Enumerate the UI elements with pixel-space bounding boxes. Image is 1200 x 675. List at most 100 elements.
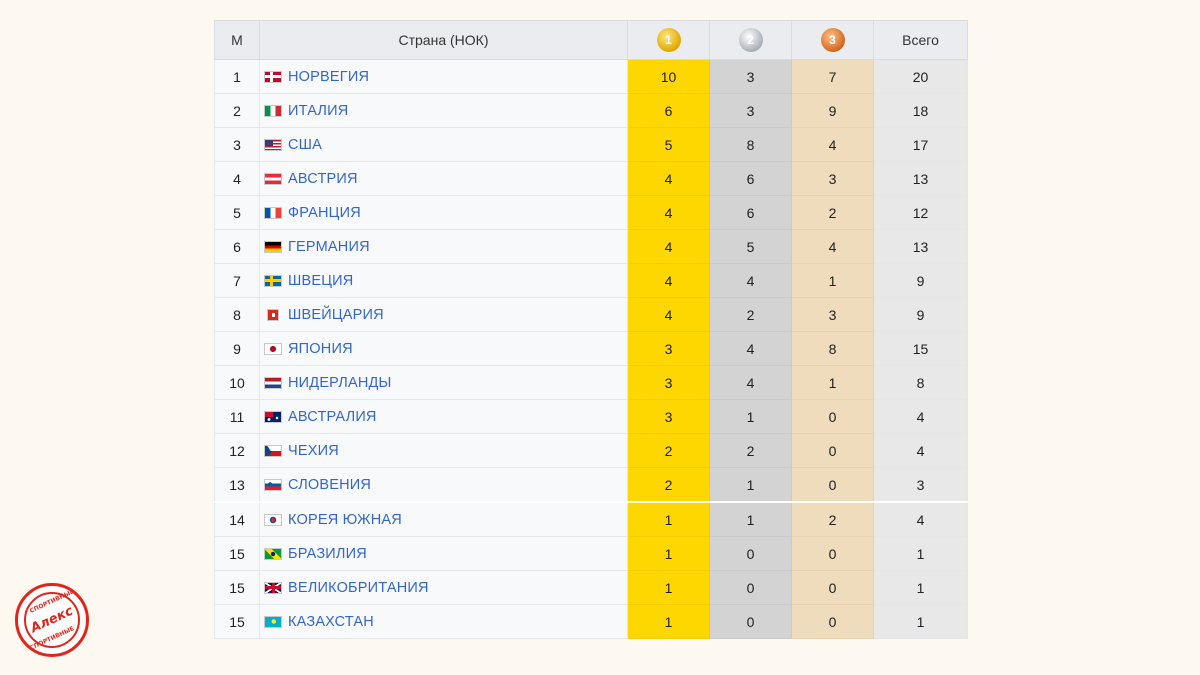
- bronze-cell: 7: [791, 59, 874, 94]
- bronze-cell: 0: [791, 570, 874, 605]
- country-link[interactable]: США: [288, 137, 323, 153]
- medal-table: М Страна (НОК) 1 2 3 Всего 1 НОРВЕГИЯ 10 3 7…: [214, 20, 968, 639]
- gold-cell: 1: [627, 536, 710, 571]
- country-link[interactable]: ГЕРМАНИЯ: [288, 239, 370, 255]
- table-row: 14 КОРЕЯ ЮЖНАЯ 1 1 2 4: [214, 501, 968, 537]
- bronze-cell: 3: [791, 161, 874, 196]
- table-row: 8 ШВЕЙЦАРИЯ 4 2 3 9: [214, 297, 968, 332]
- gold-cell: 10: [627, 59, 710, 94]
- bronze-cell: 1: [791, 365, 874, 400]
- netherlands-flag-icon: [264, 377, 282, 389]
- gold-cell: 4: [627, 195, 710, 230]
- norway-flag-icon: [264, 71, 282, 83]
- country-link[interactable]: ЯПОНИЯ: [288, 341, 353, 357]
- silver-cell: 6: [709, 195, 792, 230]
- total-cell: 3: [873, 467, 968, 503]
- country-link[interactable]: БРАЗИЛИЯ: [288, 546, 367, 562]
- country-link[interactable]: ИТАЛИЯ: [288, 103, 349, 119]
- country-link[interactable]: НИДЕРЛАНДЫ: [288, 375, 392, 391]
- total-cell: 17: [873, 127, 968, 162]
- country-cell: США: [259, 127, 628, 162]
- table-row: 5 ФРАНЦИЯ 4 6 2 12: [214, 195, 968, 230]
- header-bronze[interactable]: 3: [791, 20, 874, 60]
- total-cell: 13: [873, 161, 968, 196]
- stamp-ring: [24, 592, 80, 648]
- italy-flag-icon: [264, 105, 282, 117]
- total-cell: 1: [873, 604, 968, 639]
- header-silver[interactable]: 2: [709, 20, 792, 60]
- bronze-cell: 8: [791, 331, 874, 366]
- gold-cell: 4: [627, 161, 710, 196]
- table-row: 15 ВЕЛИКОБРИТАНИЯ 1 0 0 1: [214, 570, 968, 605]
- total-cell: 9: [873, 297, 968, 332]
- total-cell: 15: [873, 331, 968, 366]
- gold-cell: 3: [627, 331, 710, 366]
- total-cell: 1: [873, 570, 968, 605]
- rank-cell: 5: [214, 195, 260, 230]
- header-gold[interactable]: 1: [627, 20, 710, 60]
- rank-cell: 15: [214, 604, 260, 639]
- gold-cell: 4: [627, 263, 710, 298]
- rank-cell: 6: [214, 229, 260, 264]
- table-row: 13 СЛОВЕНИЯ 2 1 0 3: [214, 467, 968, 503]
- silver-cell: 4: [709, 331, 792, 366]
- header-rank[interactable]: М: [214, 20, 260, 60]
- gold-cell: 3: [627, 399, 710, 434]
- header-country[interactable]: Страна (НОК): [259, 20, 628, 60]
- silver-cell: 4: [709, 263, 792, 298]
- rank-cell: 14: [214, 501, 260, 537]
- gold-cell: 3: [627, 365, 710, 400]
- country-link[interactable]: НОРВЕГИЯ: [288, 69, 370, 85]
- austria-flag-icon: [264, 173, 282, 185]
- silver-cell: 0: [709, 570, 792, 605]
- bronze-cell: 0: [791, 536, 874, 571]
- country-link[interactable]: АВСТРИЯ: [288, 171, 358, 187]
- table-row: 15 КАЗАХСТАН 1 0 0 1: [214, 604, 968, 639]
- slovenia-flag-icon: [264, 479, 282, 491]
- silver-cell: 5: [709, 229, 792, 264]
- table-row: 3 США 5 8 4 17: [214, 127, 968, 162]
- country-cell: ИТАЛИЯ: [259, 93, 628, 128]
- bronze-cell: 2: [791, 501, 874, 537]
- france-flag-icon: [264, 207, 282, 219]
- table-row: 11 АВСТРАЛИЯ 3 1 0 4: [214, 399, 968, 434]
- gold-cell: 4: [627, 229, 710, 264]
- table-row: 10 НИДЕРЛАНДЫ 3 4 1 8: [214, 365, 968, 400]
- gold-cell: 1: [627, 501, 710, 537]
- country-link[interactable]: КАЗАХСТАН: [288, 614, 374, 630]
- rank-cell: 8: [214, 297, 260, 332]
- south-korea-flag-icon: [264, 514, 282, 526]
- header-total[interactable]: Всего: [873, 20, 968, 60]
- table-row: 1 НОРВЕГИЯ 10 3 7 20: [214, 59, 968, 94]
- table-row: 15 БРАЗИЛИЯ 1 0 0 1: [214, 536, 968, 571]
- country-link[interactable]: СЛОВЕНИЯ: [288, 477, 372, 493]
- rank-cell: 4: [214, 161, 260, 196]
- gold-cell: 4: [627, 297, 710, 332]
- bronze-cell: 1: [791, 263, 874, 298]
- table-row: 6 ГЕРМАНИЯ 4 5 4 13: [214, 229, 968, 264]
- brazil-flag-icon: [264, 548, 282, 560]
- gold-cell: 6: [627, 93, 710, 128]
- country-link[interactable]: ФРАНЦИЯ: [288, 205, 361, 221]
- country-link[interactable]: ЧЕХИЯ: [288, 443, 339, 459]
- silver-cell: 0: [709, 604, 792, 639]
- country-cell: КАЗАХСТАН: [259, 604, 628, 639]
- rank-cell: 1: [214, 59, 260, 94]
- silver-cell: 0: [709, 536, 792, 571]
- country-link[interactable]: ШВЕЙЦАРИЯ: [288, 307, 384, 323]
- gold-cell: 1: [627, 604, 710, 639]
- total-cell: 4: [873, 399, 968, 434]
- germany-flag-icon: [264, 241, 282, 253]
- gold-cell: 2: [627, 467, 710, 503]
- country-link[interactable]: ВЕЛИКОБРИТАНИЯ: [288, 580, 429, 596]
- switzerland-flag-icon: [267, 309, 279, 321]
- silver-cell: 4: [709, 365, 792, 400]
- country-cell: АВСТРАЛИЯ: [259, 399, 628, 434]
- total-cell: 20: [873, 59, 968, 94]
- country-link[interactable]: ШВЕЦИЯ: [288, 273, 354, 289]
- silver-cell: 3: [709, 59, 792, 94]
- rank-cell: 7: [214, 263, 260, 298]
- country-link[interactable]: АВСТРАЛИЯ: [288, 409, 377, 425]
- country-link[interactable]: КОРЕЯ ЮЖНАЯ: [288, 512, 402, 528]
- bronze-cell: 0: [791, 433, 874, 468]
